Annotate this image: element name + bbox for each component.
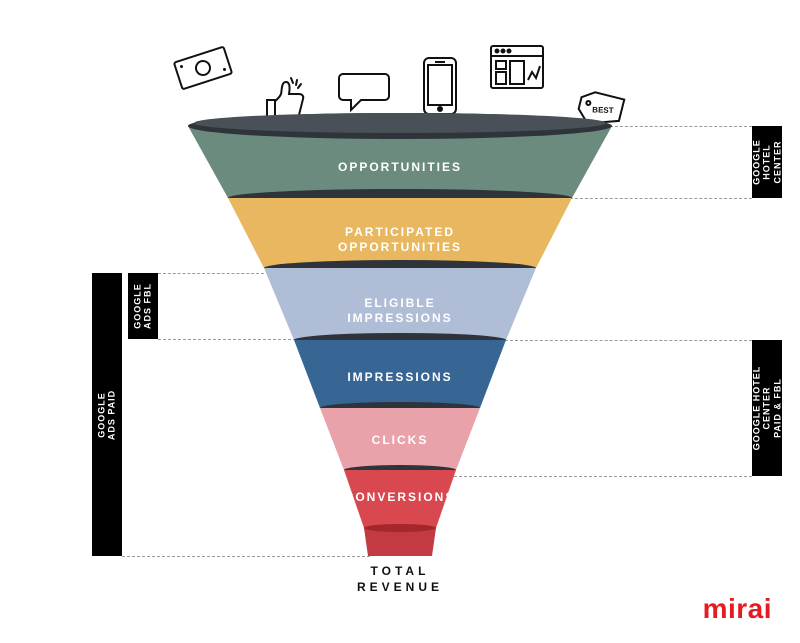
stage-label-opportunities: OPPORTUNITIES <box>0 160 800 175</box>
sidebar-google-ads-fbl: GOOGLEADS FBL <box>128 273 158 339</box>
total-revenue-label: TOTALREVENUE <box>0 563 800 595</box>
sidebar-label: GOOGLEADS PAID <box>97 389 118 439</box>
infographic-canvas: BEST OPPORTUNI <box>0 0 800 643</box>
sidebar-label: GOOGLEHOTELCENTER <box>751 139 782 185</box>
sidebar-google-hotel-center: GOOGLEHOTELCENTER <box>752 126 782 198</box>
brand-logo: mirai <box>703 593 772 625</box>
stage-label-participated: PARTICIPATEDOPPORTUNITIES <box>0 225 800 255</box>
sidebar-label: GOOGLEADS FBL <box>133 283 154 329</box>
sidebar-google-hotel-center-paid-fbl: GOOGLE HOTELCENTERPAID & FBL <box>752 340 782 476</box>
sidebar-google-ads-paid: GOOGLEADS PAID <box>92 273 122 556</box>
sidebar-label: GOOGLE HOTELCENTERPAID & FBL <box>751 366 782 451</box>
